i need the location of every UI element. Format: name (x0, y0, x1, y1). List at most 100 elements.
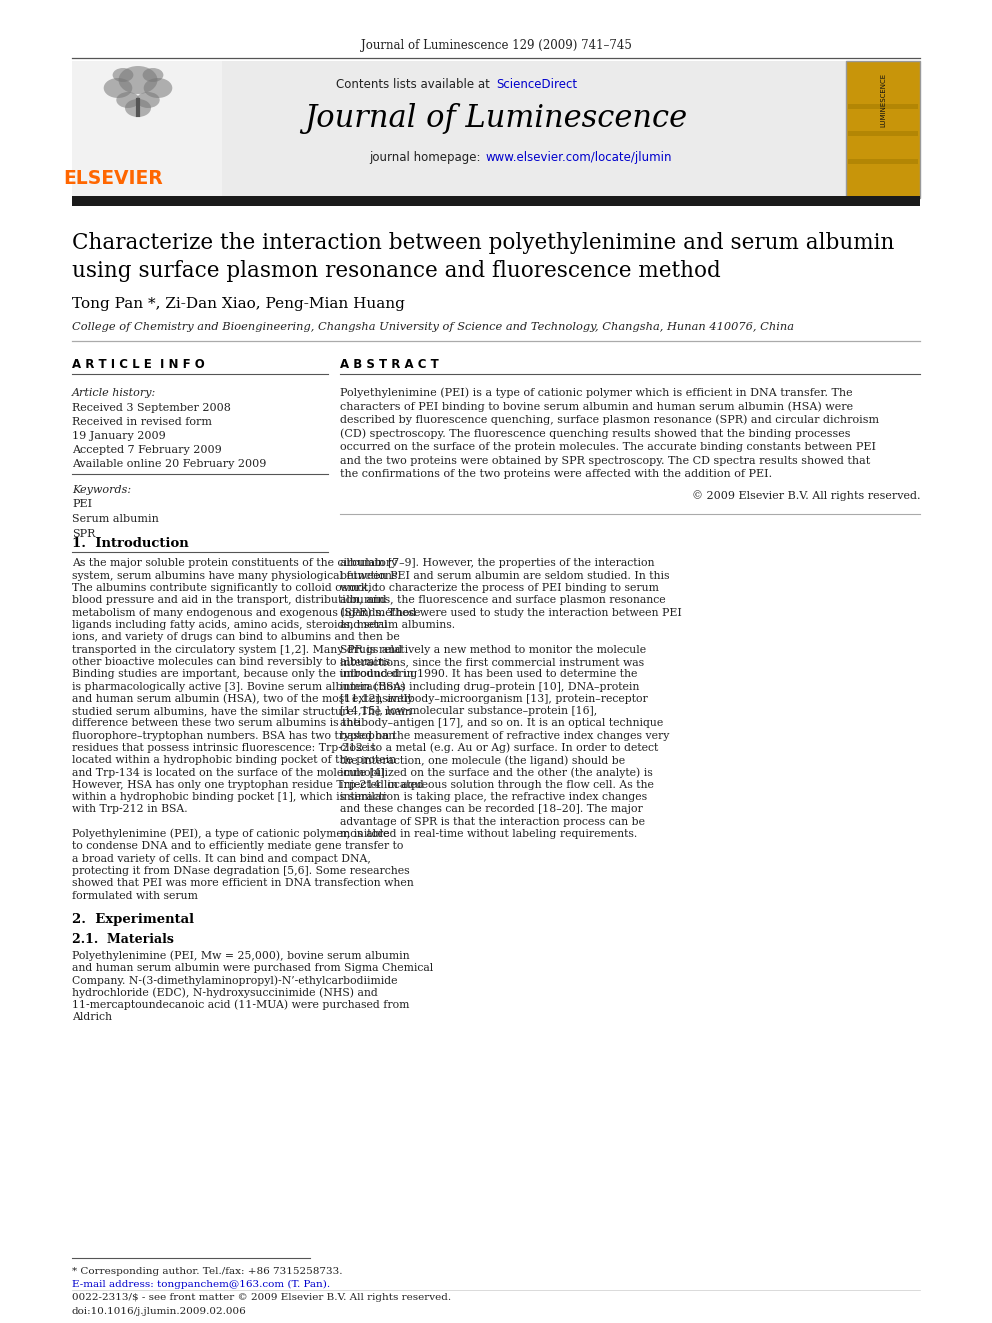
Text: and serum albumins.: and serum albumins. (340, 620, 455, 630)
Text: Aldrich: Aldrich (72, 1012, 112, 1023)
Text: Accepted 7 February 2009: Accepted 7 February 2009 (72, 445, 222, 455)
Text: ions, and variety of drugs can bind to albumins and then be: ions, and variety of drugs can bind to a… (72, 632, 400, 642)
Text: albumin [7–9]. However, the properties of the interaction: albumin [7–9]. However, the properties o… (340, 558, 655, 569)
Text: albumins, the fluorescence and surface plasmon resonance: albumins, the fluorescence and surface p… (340, 595, 666, 606)
Text: LUMINESCENCE: LUMINESCENCE (880, 73, 886, 127)
Text: ELSEVIER: ELSEVIER (63, 168, 163, 188)
FancyBboxPatch shape (72, 196, 920, 206)
Text: hydrochloride (EDC), N-hydroxysuccinimide (NHS) and: hydrochloride (EDC), N-hydroxysuccinimid… (72, 987, 378, 998)
Text: and the two proteins were obtained by SPR spectroscopy. The CD spectra results s: and the two proteins were obtained by SP… (340, 455, 870, 466)
Text: 11-mercaptoundecanoic acid (11-MUA) were purchased from: 11-mercaptoundecanoic acid (11-MUA) were… (72, 1000, 410, 1011)
Text: introduced in 1990. It has been used to determine the: introduced in 1990. It has been used to … (340, 669, 638, 679)
Text: ScienceDirect: ScienceDirect (496, 78, 577, 90)
Text: and Trp-134 is located on the surface of the molecule [4].: and Trp-134 is located on the surface of… (72, 767, 388, 778)
FancyBboxPatch shape (846, 61, 920, 198)
Ellipse shape (113, 67, 133, 82)
Text: and human serum albumin were purchased from Sigma Chemical: and human serum albumin were purchased f… (72, 963, 434, 974)
Text: (SPR) method were used to study the interaction between PEI: (SPR) method were used to study the inte… (340, 607, 682, 618)
Text: Journal of Luminescence: Journal of Luminescence (305, 102, 687, 134)
Text: Received in revised form: Received in revised form (72, 417, 212, 427)
Text: interactions, since the first commercial instrument was: interactions, since the first commercial… (340, 658, 644, 667)
Text: A R T I C L E  I N F O: A R T I C L E I N F O (72, 359, 204, 372)
Text: [11,12], antibody–microorganism [13], protein–receptor: [11,12], antibody–microorganism [13], pr… (340, 693, 648, 704)
Text: protecting it from DNase degradation [5,6]. Some researches: protecting it from DNase degradation [5,… (72, 867, 410, 876)
Text: (CD) spectroscopy. The fluorescence quenching results showed that the binding pr: (CD) spectroscopy. The fluorescence quen… (340, 429, 850, 439)
Text: and these changes can be recorded [18–20]. The major: and these changes can be recorded [18–20… (340, 804, 643, 815)
Text: Characterize the interaction between polyethylenimine and serum albumin: Characterize the interaction between pol… (72, 232, 895, 254)
Text: interaction is taking place, the refractive index changes: interaction is taking place, the refract… (340, 792, 647, 802)
Text: close to a metal (e.g. Au or Ag) surface. In order to detect: close to a metal (e.g. Au or Ag) surface… (340, 742, 659, 753)
Text: Polyethylenimine (PEI, Mw = 25,000), bovine serum albumin: Polyethylenimine (PEI, Mw = 25,000), bov… (72, 951, 410, 962)
Text: The albumins contribute significantly to colloid osmotic: The albumins contribute significantly to… (72, 583, 378, 593)
Text: between PEI and serum albumin are seldom studied. In this: between PEI and serum albumin are seldom… (340, 570, 670, 581)
Text: Polyethylenimine (PEI), a type of cationic polymer, is able: Polyethylenimine (PEI), a type of cation… (72, 828, 390, 839)
Text: Journal of Luminescence 129 (2009) 741–745: Journal of Luminescence 129 (2009) 741–7… (360, 38, 632, 52)
Text: transported in the circulatory system [1,2]. Many drugs and: transported in the circulatory system [1… (72, 644, 402, 655)
Text: advantage of SPR is that the interaction process can be: advantage of SPR is that the interaction… (340, 816, 645, 827)
Text: Polyethylenimine (PEI) is a type of cationic polymer which is efficient in DNA t: Polyethylenimine (PEI) is a type of cati… (340, 388, 853, 398)
Text: Article history:: Article history: (72, 388, 157, 398)
Text: is pharmacologically active [3]. Bovine serum albumin (BSA): is pharmacologically active [3]. Bovine … (72, 681, 406, 692)
Ellipse shape (118, 66, 158, 94)
Text: within a hydrophobic binding pocket [1], which is similar: within a hydrophobic binding pocket [1],… (72, 792, 387, 802)
Text: system, serum albumins have many physiological functions.: system, serum albumins have many physiol… (72, 570, 401, 581)
Text: E-mail address: tongpanchem@163.com (T. Pan).: E-mail address: tongpanchem@163.com (T. … (72, 1279, 330, 1289)
Text: [14,15], low-molecular substance–protein [16],: [14,15], low-molecular substance–protein… (340, 706, 597, 716)
Ellipse shape (125, 99, 151, 116)
Text: formulated with serum: formulated with serum (72, 890, 197, 901)
Text: the confirmations of the two proteins were affected with the addition of PEI.: the confirmations of the two proteins we… (340, 468, 772, 479)
Text: Available online 20 February 2009: Available online 20 February 2009 (72, 459, 267, 468)
Text: interactions including drug–protein [10], DNA–protein: interactions including drug–protein [10]… (340, 681, 640, 692)
Text: Contents lists available at: Contents lists available at (336, 78, 494, 90)
Text: described by fluorescence quenching, surface plasmon resonance (SPR) and circula: described by fluorescence quenching, sur… (340, 414, 879, 425)
Text: injected in aqueous solution through the flow cell. As the: injected in aqueous solution through the… (340, 779, 654, 790)
Text: difference between these two serum albumins is the: difference between these two serum album… (72, 718, 360, 729)
Text: with Trp-212 in BSA.: with Trp-212 in BSA. (72, 804, 187, 815)
Text: Tong Pan *, Zi-Dan Xiao, Peng-Mian Huang: Tong Pan *, Zi-Dan Xiao, Peng-Mian Huang (72, 296, 405, 311)
Text: ligands including fatty acids, amino acids, steroids, metal: ligands including fatty acids, amino aci… (72, 620, 388, 630)
Ellipse shape (116, 93, 140, 108)
Ellipse shape (143, 67, 164, 82)
FancyBboxPatch shape (72, 61, 222, 198)
Text: fluorophore–tryptophan numbers. BSA has two tryptophan: fluorophore–tryptophan numbers. BSA has … (72, 730, 395, 741)
FancyBboxPatch shape (848, 159, 918, 164)
Text: journal homepage:: journal homepage: (369, 151, 484, 164)
Text: work, to characterize the process of PEI binding to serum: work, to characterize the process of PEI… (340, 583, 659, 593)
Text: 2.  Experimental: 2. Experimental (72, 913, 194, 926)
Text: Keywords:: Keywords: (72, 486, 131, 495)
Text: However, HSA has only one tryptophan residue Trp-214 located: However, HSA has only one tryptophan res… (72, 779, 424, 790)
Ellipse shape (136, 93, 160, 108)
Ellipse shape (104, 78, 132, 98)
FancyBboxPatch shape (72, 61, 920, 198)
Text: based on the measurement of refractive index changes very: based on the measurement of refractive i… (340, 730, 670, 741)
Text: PEI: PEI (72, 499, 92, 509)
Text: blood pressure and aid in the transport, distribution, and: blood pressure and aid in the transport,… (72, 595, 387, 606)
Text: doi:10.1016/j.jlumin.2009.02.006: doi:10.1016/j.jlumin.2009.02.006 (72, 1307, 247, 1316)
Text: residues that possess intrinsic fluorescence: Trp-212 is: residues that possess intrinsic fluoresc… (72, 744, 375, 753)
Text: A B S T R A C T: A B S T R A C T (340, 359, 438, 372)
Text: www.elsevier.com/locate/jlumin: www.elsevier.com/locate/jlumin (486, 151, 673, 164)
Text: © 2009 Elsevier B.V. All rights reserved.: © 2009 Elsevier B.V. All rights reserved… (691, 490, 920, 501)
Text: College of Chemistry and Bioengineering, Changsha University of Science and Tech: College of Chemistry and Bioengineering,… (72, 321, 794, 332)
Text: other bioactive molecules can bind reversibly to albumins.: other bioactive molecules can bind rever… (72, 658, 394, 667)
Text: SPR: SPR (72, 529, 95, 538)
Text: SPR is relatively a new method to monitor the molecule: SPR is relatively a new method to monito… (340, 644, 646, 655)
Text: located within a hydrophobic binding pocket of the protein: located within a hydrophobic binding poc… (72, 755, 396, 765)
Text: occurred on the surface of the protein molecules. The accurate binding constants: occurred on the surface of the protein m… (340, 442, 876, 452)
Text: studied serum albumins, have the similar structure. The main: studied serum albumins, have the similar… (72, 706, 412, 716)
Text: the interaction, one molecule (the ligand) should be: the interaction, one molecule (the ligan… (340, 755, 625, 766)
Text: to condense DNA and to efficiently mediate gene transfer to: to condense DNA and to efficiently media… (72, 841, 404, 852)
Text: Company. N-(3-dimethylaminopropyl)-N’-ethylcarbodiimide: Company. N-(3-dimethylaminopropyl)-N’-et… (72, 975, 398, 986)
Text: 0022-2313/$ - see front matter © 2009 Elsevier B.V. All rights reserved.: 0022-2313/$ - see front matter © 2009 El… (72, 1294, 451, 1303)
Text: Serum albumin: Serum albumin (72, 515, 159, 524)
Text: showed that PEI was more efficient in DNA transfection when: showed that PEI was more efficient in DN… (72, 878, 414, 888)
Text: metabolism of many endogenous and exogenous ligands. These: metabolism of many endogenous and exogen… (72, 607, 421, 618)
Text: a broad variety of cells. It can bind and compact DNA,: a broad variety of cells. It can bind an… (72, 853, 371, 864)
Text: 1.  Introduction: 1. Introduction (72, 537, 188, 550)
Text: Received 3 September 2008: Received 3 September 2008 (72, 404, 231, 413)
Text: monitored in real-time without labeling requirements.: monitored in real-time without labeling … (340, 830, 637, 839)
Ellipse shape (144, 78, 173, 98)
Text: and human serum albumin (HSA), two of the most extensively: and human serum albumin (HSA), two of th… (72, 693, 414, 704)
Text: using surface plasmon resonance and fluorescence method: using surface plasmon resonance and fluo… (72, 261, 721, 282)
Text: 19 January 2009: 19 January 2009 (72, 431, 166, 441)
